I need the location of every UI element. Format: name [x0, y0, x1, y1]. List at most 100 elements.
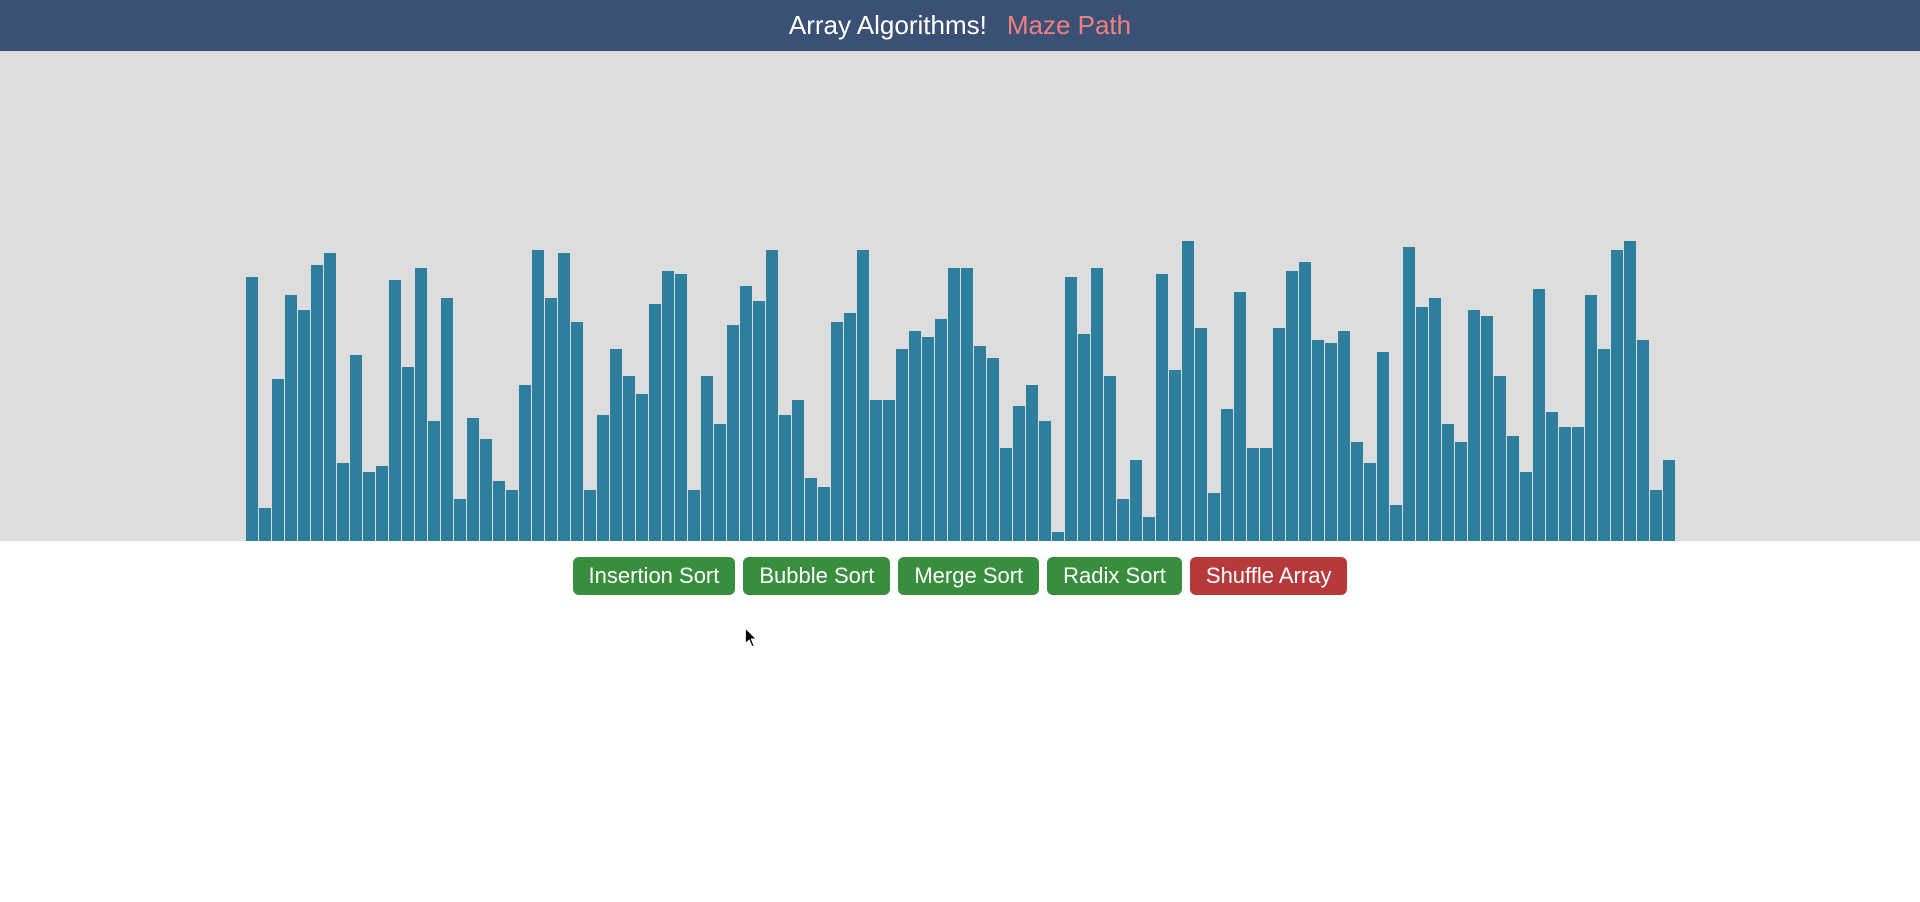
bar — [1377, 352, 1389, 541]
bar — [870, 400, 882, 541]
bar — [1481, 316, 1493, 541]
bar — [1312, 340, 1324, 541]
bar — [285, 295, 297, 541]
bar — [831, 322, 843, 541]
bar — [584, 490, 596, 541]
bar — [961, 268, 973, 541]
bar — [1052, 532, 1064, 541]
bar — [1533, 289, 1545, 541]
bar — [688, 490, 700, 541]
bar — [1455, 442, 1467, 541]
shuffle-array-button[interactable]: Shuffle Array — [1190, 557, 1348, 595]
nav-maze-path[interactable]: Maze Path — [1007, 10, 1131, 41]
bar — [298, 310, 310, 541]
bar — [1468, 310, 1480, 541]
radix-sort-button[interactable]: Radix Sort — [1047, 557, 1182, 595]
bar — [363, 472, 375, 541]
bar — [1338, 331, 1350, 541]
cursor-icon — [745, 628, 759, 648]
bar — [545, 298, 557, 541]
bar — [792, 400, 804, 541]
bar — [1520, 472, 1532, 541]
bar — [649, 304, 661, 541]
bar — [532, 250, 544, 541]
bar — [506, 490, 518, 541]
bar — [636, 394, 648, 541]
bar — [1572, 427, 1584, 541]
bar — [948, 268, 960, 541]
bar — [974, 346, 986, 541]
bar — [1364, 463, 1376, 541]
bar — [428, 421, 440, 541]
bar — [1130, 460, 1142, 541]
bar — [675, 274, 687, 541]
bar — [1299, 262, 1311, 541]
bar — [623, 376, 635, 541]
bar — [415, 268, 427, 541]
bar — [1507, 436, 1519, 541]
bar — [1325, 343, 1337, 541]
bar — [1247, 448, 1259, 541]
bar — [1663, 460, 1675, 541]
insertion-sort-button[interactable]: Insertion Sort — [573, 557, 736, 595]
bar — [701, 376, 713, 541]
bar — [1000, 448, 1012, 541]
bar — [779, 415, 791, 541]
bar — [1195, 328, 1207, 541]
bar — [376, 466, 388, 541]
bar — [311, 265, 323, 541]
bar — [337, 463, 349, 541]
bar — [714, 424, 726, 541]
bar — [1390, 505, 1402, 541]
bar — [1611, 250, 1623, 541]
bar — [1065, 277, 1077, 541]
bar — [441, 298, 453, 541]
chart-stage — [246, 81, 1675, 541]
bar — [818, 487, 830, 541]
bar — [1351, 442, 1363, 541]
bar — [389, 280, 401, 541]
bar — [1208, 493, 1220, 541]
bar — [402, 367, 414, 541]
bar — [571, 322, 583, 541]
bar — [1546, 412, 1558, 541]
bar — [662, 271, 674, 541]
bar — [909, 331, 921, 541]
bar — [896, 349, 908, 541]
bar — [935, 319, 947, 541]
bar — [740, 286, 752, 541]
bar — [493, 481, 505, 541]
bar — [597, 415, 609, 541]
bar — [1169, 370, 1181, 541]
bar — [1182, 241, 1194, 541]
bar — [272, 379, 284, 541]
bar — [259, 508, 271, 541]
bar — [1078, 334, 1090, 541]
bar — [1429, 298, 1441, 541]
bar — [1442, 424, 1454, 541]
nav-array-algorithms[interactable]: Array Algorithms! — [789, 10, 987, 41]
bar — [922, 337, 934, 541]
bar — [1637, 340, 1649, 541]
merge-sort-button[interactable]: Merge Sort — [898, 557, 1039, 595]
bar — [766, 250, 778, 541]
bubble-sort-button[interactable]: Bubble Sort — [743, 557, 890, 595]
header-nav: Array Algorithms! Maze Path — [0, 0, 1920, 51]
bar — [1624, 241, 1636, 541]
bar — [1104, 376, 1116, 541]
bar — [480, 439, 492, 541]
bar — [1286, 271, 1298, 541]
bar — [1117, 499, 1129, 541]
bar — [753, 301, 765, 541]
bar — [454, 499, 466, 541]
bar — [324, 253, 336, 541]
bar — [1143, 517, 1155, 541]
bar — [1559, 427, 1571, 541]
bar — [1273, 328, 1285, 541]
bar — [558, 253, 570, 541]
bar — [844, 313, 856, 541]
bar — [883, 400, 895, 541]
bar — [1585, 295, 1597, 541]
bar — [1403, 247, 1415, 541]
bar — [1039, 421, 1051, 541]
